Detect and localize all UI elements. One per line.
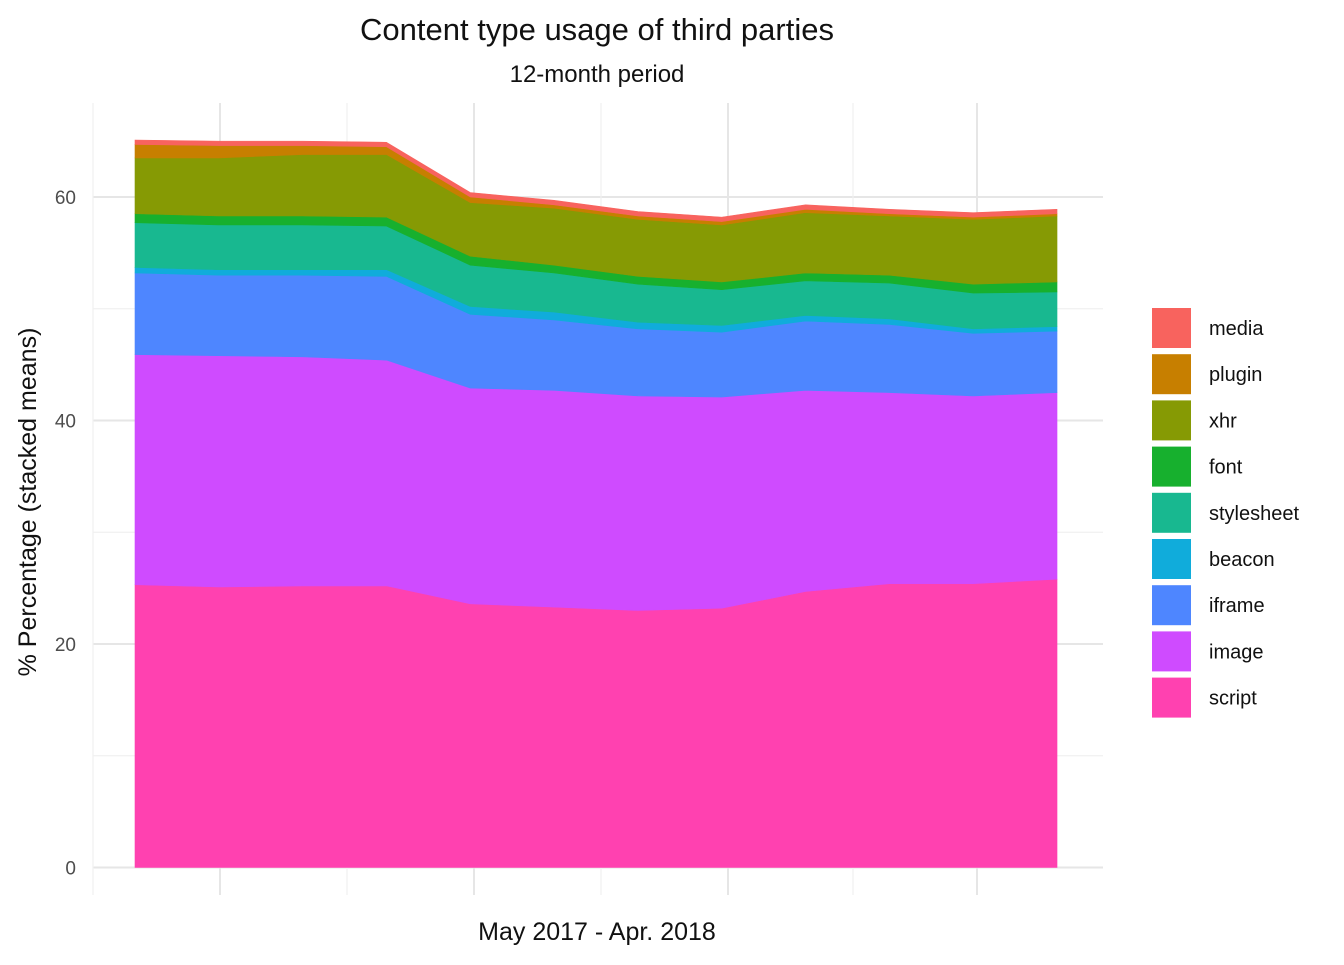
legend-label-font: font <box>1209 457 1243 479</box>
legend-swatch-plugin <box>1152 354 1191 395</box>
legend-label-script: script <box>1209 688 1257 710</box>
legend-swatch-stylesheet <box>1152 492 1191 533</box>
legend-label-beacon: beacon <box>1209 549 1275 571</box>
legend-swatch-iframe <box>1152 585 1191 626</box>
legend-label-media: media <box>1209 318 1264 340</box>
legend-swatch-script <box>1152 677 1191 718</box>
legend-swatch-image <box>1152 631 1191 672</box>
y-tick-label: 40 <box>55 412 76 433</box>
y-axis-ticks: 0 20 40 60 <box>55 188 76 880</box>
chart-subtitle: 12-month period <box>510 61 685 88</box>
x-axis-title: May 2017 - Apr. 2018 <box>478 918 716 946</box>
area-media <box>134 139 1058 222</box>
legend-swatch-xhr <box>1152 400 1191 441</box>
legend-label-image: image <box>1209 641 1263 663</box>
legend-swatch-font <box>1152 446 1191 487</box>
y-tick-label: 20 <box>55 635 76 656</box>
legend-label-iframe: iframe <box>1209 595 1265 617</box>
y-axis-title: % Percentage (stacked means) <box>14 328 42 677</box>
area-series-group <box>134 139 1058 868</box>
chart-title: Content type usage of third parties <box>360 12 834 47</box>
legend-label-xhr: xhr <box>1209 410 1237 432</box>
legend-label-plugin: plugin <box>1209 364 1262 386</box>
area-script <box>134 578 1058 868</box>
legend-swatch-beacon <box>1152 539 1191 579</box>
legend-label-stylesheet: stylesheet <box>1209 503 1299 525</box>
y-tick-label: 60 <box>55 188 76 209</box>
y-tick-label: 0 <box>65 859 76 880</box>
legend-swatch-media <box>1152 308 1191 348</box>
legend: media plugin xhr font stylesheet beacon iframe… <box>1152 308 1299 718</box>
